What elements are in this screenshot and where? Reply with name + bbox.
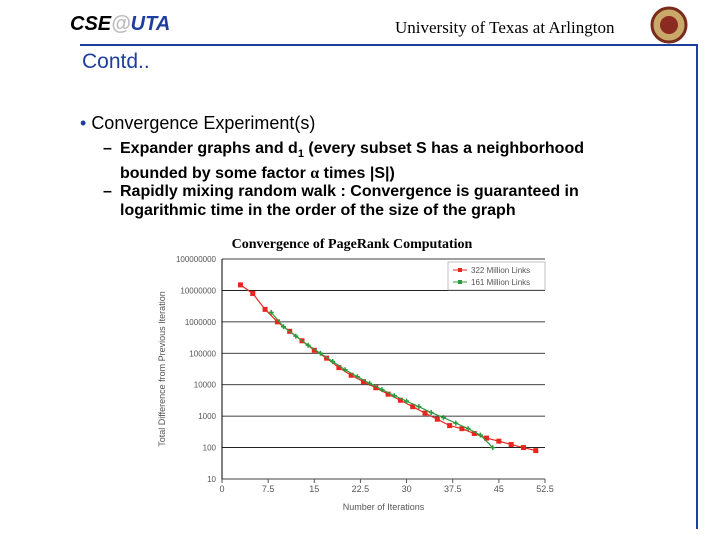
- point: [410, 404, 416, 410]
- legend-label: 322 Million Links: [471, 266, 530, 275]
- point: [336, 365, 342, 371]
- legend-box: [447, 261, 546, 291]
- point: [428, 410, 434, 416]
- university: University of Texas at Arlington: [395, 18, 615, 37]
- logo: CSE@UTA: [70, 13, 170, 36]
- point: [311, 347, 317, 353]
- logo-part: CSE: [70, 13, 112, 35]
- point: [397, 397, 403, 403]
- legend-marker: [458, 268, 462, 272]
- point: [354, 374, 360, 380]
- y-axis-label: Total Difference from Previous Iteration: [157, 291, 167, 446]
- point: [330, 358, 336, 364]
- rule: [80, 44, 698, 46]
- point: [453, 420, 459, 426]
- x-tick-label: 22.5: [352, 484, 370, 494]
- bullet: • Convergence Experiment(s): [80, 113, 316, 133]
- point: [385, 391, 391, 397]
- text: Expander graphs and d: [120, 140, 298, 157]
- seal: [650, 6, 688, 44]
- point: [508, 442, 514, 448]
- point: [391, 393, 397, 399]
- point: [262, 306, 268, 312]
- point: [416, 404, 422, 410]
- sub-bullet: – Rapidly mixing random walk : Convergenc…: [103, 182, 648, 220]
- point: [440, 415, 446, 421]
- x-tick-label: 0: [219, 484, 224, 494]
- text: (every subset S has a neighborhood bound…: [120, 140, 584, 183]
- point: [373, 385, 379, 391]
- rule: [696, 44, 698, 529]
- text: Rapidly mixing random walk : Convergence…: [120, 183, 579, 219]
- chart-title: Convergence of PageRank Computation: [232, 237, 473, 252]
- point: [404, 398, 410, 404]
- point: [422, 410, 428, 416]
- x-tick-label: 15: [309, 484, 319, 494]
- point: [342, 367, 348, 373]
- x-tick-label: 52.5: [536, 484, 554, 494]
- point: [361, 379, 367, 385]
- point: [533, 448, 539, 454]
- slide-title: Contd..: [82, 50, 150, 73]
- point: [317, 350, 323, 356]
- symbol: α: [310, 165, 320, 183]
- x-tick-label: 45: [494, 484, 504, 494]
- point: [465, 426, 471, 432]
- y-tick-label: 100000: [189, 349, 216, 358]
- point: [520, 445, 526, 451]
- subscript: 1: [297, 148, 304, 161]
- point: [237, 282, 243, 288]
- text: times |S|): [319, 165, 395, 183]
- point: [459, 426, 465, 432]
- y-tick-label: 1000000: [185, 318, 217, 327]
- legend-label: 161 Million Links: [471, 278, 530, 287]
- point: [379, 387, 385, 393]
- point: [293, 333, 299, 339]
- sub-bullet: – Expander graphs and d1 (every subset S …: [103, 140, 584, 183]
- logo-part: UTA: [130, 13, 171, 35]
- point: [305, 342, 311, 348]
- point: [484, 435, 490, 441]
- point: [434, 416, 440, 422]
- point: [281, 324, 287, 330]
- y-tick-label: 1000: [198, 412, 216, 421]
- x-tick-label: 7.5: [262, 484, 275, 494]
- y-tick-label: 10000000: [180, 286, 216, 295]
- x-tick-label: 37.5: [444, 484, 462, 494]
- x-tick-label: 30: [402, 484, 412, 494]
- point: [274, 319, 280, 325]
- point: [324, 355, 330, 361]
- point: [471, 431, 477, 437]
- point: [348, 372, 354, 378]
- y-tick-label: 10000: [194, 381, 217, 390]
- x-axis-label: Number of Iterations: [343, 502, 425, 512]
- point: [250, 290, 256, 296]
- point: [367, 380, 373, 386]
- y-tick-label: 100000000: [176, 255, 217, 264]
- logo-part: @: [111, 13, 131, 35]
- y-tick-label: 100: [203, 444, 217, 453]
- point: [490, 445, 496, 451]
- y-tick-label: 10: [207, 475, 216, 484]
- legend-marker: [458, 280, 462, 284]
- bullet-text: Convergence Experiment(s): [91, 113, 316, 133]
- series-line: [240, 284, 536, 452]
- point: [477, 432, 483, 438]
- point: [268, 309, 274, 315]
- point: [447, 423, 453, 429]
- point: [496, 438, 502, 444]
